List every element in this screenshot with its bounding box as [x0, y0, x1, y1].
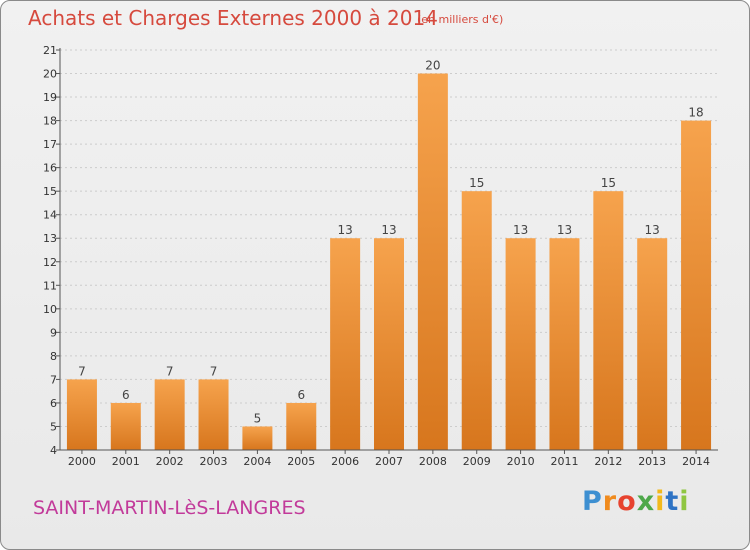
y-tick-label: 18: [43, 115, 57, 128]
data-label: 18: [688, 106, 703, 120]
data-label: 6: [297, 388, 305, 402]
chart-unit: (en milliers d'€): [417, 13, 504, 26]
bar: [505, 238, 536, 450]
axes: 4 5 6 7 8 9 10 11 12 13 14 15 16 17 18 19 20 21 2000 2001 20…: [43, 44, 718, 468]
y-tick-label: 17: [43, 138, 57, 151]
commune-name: SAINT-MARTIN-LèS-LANGRES: [33, 497, 306, 519]
x-tick-label: 2010: [507, 455, 535, 468]
data-label: 5: [254, 411, 262, 425]
data-label: 15: [469, 176, 484, 190]
y-tick-label: 10: [43, 303, 57, 316]
data-label: 7: [166, 364, 174, 378]
y-tick-label: 14: [43, 209, 57, 222]
y-tick-label: 7: [50, 373, 57, 386]
data-label: 13: [645, 223, 660, 237]
chart-title: Achats et Charges Externes 2000 à 2014: [28, 6, 438, 30]
bar: [286, 402, 317, 450]
bar: [637, 238, 668, 450]
x-tick-label: 2013: [638, 455, 666, 468]
data-label: 7: [78, 364, 86, 378]
x-tick-label: 2000: [68, 455, 96, 468]
bars: 7 6 7 7 5 6 13 13 20 15 13 13 15 13 18: [66, 59, 712, 451]
y-tick-label: 19: [43, 91, 57, 104]
y-tick-label: 8: [50, 350, 57, 363]
y-tick-label: 20: [43, 68, 57, 81]
x-tick-label: 2001: [112, 455, 140, 468]
bar: [198, 379, 229, 450]
x-tick-label: 2004: [243, 455, 271, 468]
data-label: 20: [425, 59, 440, 73]
x-tick-label: 2014: [682, 455, 710, 468]
bar: [461, 191, 492, 451]
y-tick-label: 5: [50, 420, 57, 433]
y-tick-label: 12: [43, 256, 57, 269]
bar: [549, 238, 580, 450]
data-label: 7: [210, 364, 218, 378]
bar: [330, 238, 361, 450]
y-tick-label: 16: [43, 162, 57, 175]
bar: [681, 120, 712, 451]
proxiti-logo: Proxiti: [582, 486, 690, 517]
data-label: 13: [337, 223, 352, 237]
bar: [154, 379, 185, 450]
x-tick-label: 2002: [156, 455, 184, 468]
x-tick-label: 2008: [419, 455, 447, 468]
y-tick-label: 11: [43, 279, 57, 292]
x-tick-label: 2005: [287, 455, 315, 468]
x-tick-label: 2012: [594, 455, 622, 468]
bar: [110, 402, 141, 450]
y-tick-label: 13: [43, 232, 57, 245]
data-label: 13: [557, 223, 572, 237]
y-tick-label: 9: [50, 326, 57, 339]
bar: [374, 238, 404, 450]
bar: [242, 426, 273, 450]
data-label: 15: [601, 176, 616, 190]
data-label: 13: [381, 223, 396, 237]
x-tick-label: 2007: [375, 455, 403, 468]
y-tick-label: 4: [50, 444, 57, 457]
y-tick-label: 15: [43, 185, 57, 198]
y-tick-label: 6: [50, 397, 57, 410]
bar: [593, 191, 624, 451]
x-tick-label: 2009: [463, 455, 491, 468]
y-tick-label: 21: [43, 44, 57, 57]
data-label: 6: [122, 388, 130, 402]
bar: [66, 379, 97, 450]
x-tick-label: 2006: [331, 455, 359, 468]
x-tick-label: 2003: [200, 455, 228, 468]
data-label: 13: [513, 223, 528, 237]
x-tick-label: 2011: [550, 455, 578, 468]
bar: [417, 73, 448, 450]
